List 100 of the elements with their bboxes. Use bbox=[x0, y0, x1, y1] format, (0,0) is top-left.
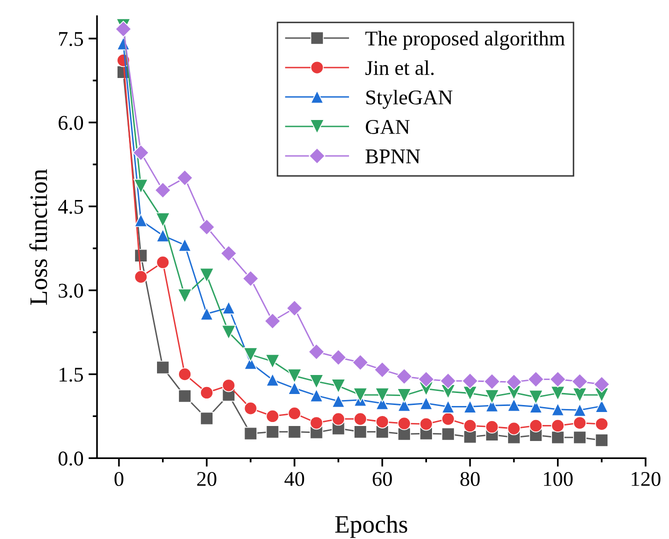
point bbox=[288, 425, 302, 439]
point bbox=[418, 370, 434, 388]
point bbox=[220, 245, 237, 262]
point bbox=[156, 360, 170, 374]
y-tick-label: 6.0 bbox=[58, 116, 84, 130]
point bbox=[264, 312, 281, 330]
point bbox=[507, 398, 521, 412]
point bbox=[440, 372, 456, 390]
point bbox=[352, 388, 368, 402]
point bbox=[463, 400, 477, 414]
point bbox=[374, 388, 390, 402]
legend-label: StyleGAN bbox=[366, 90, 452, 109]
point bbox=[178, 389, 192, 403]
point bbox=[221, 324, 236, 340]
point bbox=[332, 412, 346, 426]
legend-label: Jin et al. bbox=[365, 60, 434, 76]
point bbox=[134, 178, 148, 194]
point bbox=[222, 300, 236, 314]
legend-label: BPNN bbox=[366, 150, 420, 164]
y-tick-label: 1.5 bbox=[60, 368, 83, 382]
point bbox=[286, 300, 303, 316]
point bbox=[134, 270, 148, 284]
point bbox=[288, 406, 302, 420]
x-tick-label: 40 bbox=[284, 472, 304, 486]
point bbox=[200, 412, 214, 426]
point bbox=[593, 376, 610, 393]
point bbox=[463, 419, 477, 432]
point bbox=[528, 370, 544, 388]
point bbox=[243, 347, 258, 362]
point bbox=[308, 344, 325, 360]
point bbox=[200, 307, 214, 320]
point bbox=[200, 386, 214, 400]
y-tick-label: 4.5 bbox=[58, 200, 83, 214]
point bbox=[550, 370, 566, 388]
point bbox=[178, 238, 192, 252]
point bbox=[242, 270, 259, 287]
point bbox=[330, 349, 347, 366]
point bbox=[441, 400, 455, 414]
point bbox=[178, 368, 192, 381]
point bbox=[155, 212, 170, 228]
x-tick-label: 100 bbox=[544, 472, 573, 486]
point bbox=[551, 402, 564, 416]
x-tick-label: 120 bbox=[632, 472, 660, 486]
point bbox=[115, 20, 132, 38]
point bbox=[441, 427, 455, 441]
point bbox=[485, 420, 499, 434]
point bbox=[551, 430, 564, 444]
point bbox=[288, 382, 302, 395]
point bbox=[484, 373, 500, 390]
point bbox=[310, 416, 324, 430]
point bbox=[398, 427, 411, 441]
point bbox=[154, 182, 172, 198]
point bbox=[156, 256, 170, 270]
y-axis-title: Loss function bbox=[29, 169, 48, 305]
y-tick-label: 7.5 bbox=[59, 32, 83, 46]
point bbox=[244, 402, 258, 416]
point bbox=[573, 430, 586, 444]
x-tick-label: 80 bbox=[460, 472, 480, 486]
point bbox=[331, 378, 346, 394]
legend-label: The proposed algorithm bbox=[365, 30, 565, 50]
point bbox=[484, 389, 500, 404]
x-tick-label: 0 bbox=[114, 472, 124, 486]
point bbox=[354, 425, 367, 439]
point bbox=[396, 368, 412, 385]
point bbox=[244, 426, 258, 440]
point bbox=[265, 354, 280, 369]
point bbox=[573, 403, 586, 417]
point bbox=[287, 368, 302, 384]
point bbox=[573, 416, 586, 430]
point bbox=[462, 372, 478, 390]
point bbox=[528, 390, 544, 405]
point bbox=[572, 388, 588, 402]
point bbox=[551, 419, 564, 432]
point bbox=[419, 396, 433, 410]
point bbox=[332, 394, 346, 408]
point bbox=[354, 412, 367, 426]
point bbox=[199, 268, 214, 283]
point bbox=[266, 373, 280, 386]
point bbox=[396, 388, 412, 403]
point bbox=[352, 354, 369, 371]
point bbox=[571, 373, 588, 390]
point bbox=[595, 417, 608, 431]
point bbox=[198, 218, 215, 236]
legend-label: GAN bbox=[366, 120, 410, 134]
point bbox=[176, 170, 194, 186]
point bbox=[419, 417, 433, 431]
point bbox=[266, 425, 280, 439]
x-tick-label: 60 bbox=[372, 472, 392, 486]
x-axis-title: Epochs bbox=[335, 515, 408, 538]
y-tick-label: 0.0 bbox=[58, 452, 84, 466]
point bbox=[310, 388, 324, 402]
point bbox=[309, 374, 324, 389]
point bbox=[222, 378, 236, 392]
point bbox=[507, 422, 521, 436]
y-tick-label: 3.0 bbox=[58, 284, 84, 298]
point bbox=[595, 434, 608, 447]
x-tick-label: 20 bbox=[197, 472, 216, 486]
point bbox=[134, 214, 148, 228]
point bbox=[441, 412, 455, 426]
point bbox=[132, 144, 150, 161]
